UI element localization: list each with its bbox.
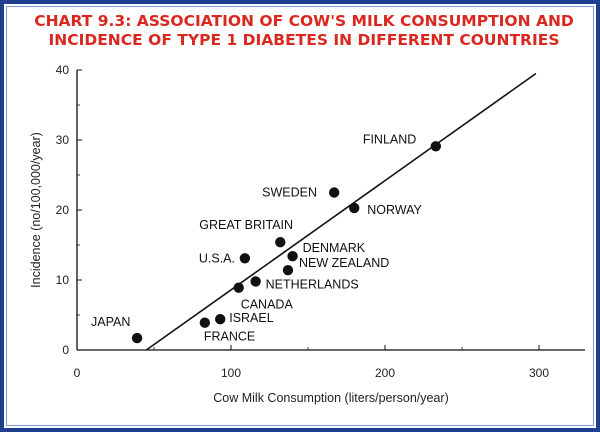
x-tick-label: 0	[74, 366, 81, 380]
y-tick-label: 40	[56, 63, 70, 77]
data-point-finland	[430, 141, 442, 152]
y-tick-label: 30	[56, 133, 70, 147]
data-point-netherlands	[250, 276, 261, 287]
trend-line	[145, 72, 537, 351]
point-label-new-zealand: NEW ZEALAND	[299, 256, 389, 270]
x-tick-label: 200	[375, 366, 395, 380]
chart-title-line-1: CHART 9.3: ASSOCIATION OF COW'S MILK CON…	[34, 12, 574, 30]
point-label-japan: JAPAN	[91, 315, 130, 329]
y-axis-label: Incidence (no/100,000/year)	[29, 132, 43, 288]
point-label-france: FRANCE	[204, 330, 255, 344]
point-label-israel: ISRAEL	[229, 311, 274, 325]
data-point-denmark	[287, 251, 298, 262]
point-label-great-britain: GREAT BRITAIN	[199, 218, 293, 232]
x-tick-label: 300	[529, 366, 549, 380]
y-tick-label: 0	[62, 343, 69, 357]
data-point-new-zealand	[282, 265, 294, 276]
point-label-sweden: SWEDEN	[262, 186, 317, 200]
x-axis-label: Cow Milk Consumption (liters/person/year…	[213, 391, 449, 405]
data-point-sweden	[328, 187, 340, 198]
data-point-japan	[131, 332, 143, 344]
data-point-norway	[349, 202, 360, 214]
data-point-israel	[215, 314, 226, 325]
point-label-u-s-a: U.S.A.	[199, 251, 235, 265]
point-label-denmark: DENMARK	[303, 241, 366, 255]
y-tick-label: 20	[56, 203, 70, 217]
x-tick-label: 100	[221, 366, 241, 380]
point-label-canada: CANADA	[241, 298, 294, 312]
point-label-netherlands: NETHERLANDS	[266, 277, 359, 291]
chart-title-line-2: INCIDENCE OF TYPE 1 DIABETES IN DIFFEREN…	[48, 31, 560, 49]
data-point-u-s-a	[239, 253, 251, 264]
y-tick-label: 10	[56, 273, 70, 287]
data-point-france	[199, 317, 211, 328]
point-label-finland: FINLAND	[363, 132, 416, 146]
data-point-canada	[233, 282, 244, 293]
point-label-norway: NORWAY	[367, 203, 422, 217]
data-point-great-britain	[275, 237, 286, 248]
